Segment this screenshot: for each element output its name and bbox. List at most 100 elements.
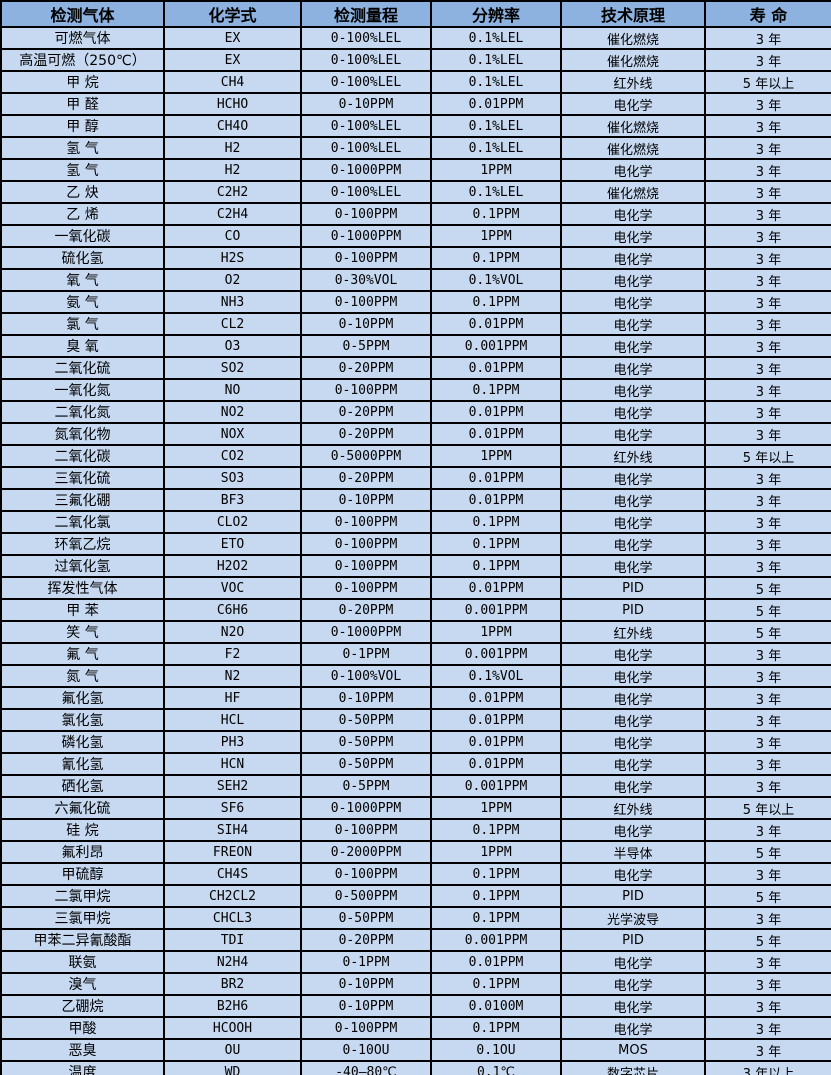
range-cell: 0-100PPM xyxy=(300,818,432,842)
formula-cell: H2O2 xyxy=(163,554,302,578)
gas-name-cell: 过氧化氢 xyxy=(0,554,165,578)
gas-name-cell: 氟化氢 xyxy=(0,686,165,710)
principle-cell: 电化学 xyxy=(560,1016,706,1040)
resolution-cell: 0.001PPM xyxy=(430,928,562,952)
principle-cell: 电化学 xyxy=(560,862,706,886)
resolution-cell: 0.1℃ xyxy=(430,1060,562,1075)
gas-name-cell: 氮 气 xyxy=(0,664,165,688)
lifespan-cell: 3 年 xyxy=(704,972,831,996)
range-cell: 0-20PPM xyxy=(300,466,432,490)
lifespan-cell: 3 年 xyxy=(704,708,831,732)
gas-name-cell: 乙 炔 xyxy=(0,180,165,204)
lifespan-cell: 3 年 xyxy=(704,92,831,116)
resolution-cell: 0.1%LEL xyxy=(430,70,562,94)
table-row: 可燃气体 EX 0-100%LEL 0.1%LEL 催化燃烧 3 年 xyxy=(0,26,831,50)
gas-name-cell: 氰化氢 xyxy=(0,752,165,776)
range-cell: 0-1000PPM xyxy=(300,796,432,820)
gas-name-cell: 硒化氢 xyxy=(0,774,165,798)
lifespan-cell: 5 年 xyxy=(704,928,831,952)
principle-cell: 电化学 xyxy=(560,708,706,732)
formula-cell: B2H6 xyxy=(163,994,302,1018)
resolution-cell: 0.01PPM xyxy=(430,950,562,974)
resolution-cell: 0.1%LEL xyxy=(430,48,562,72)
column-header: 检测气体 xyxy=(0,0,165,28)
gas-name-cell: 二氧化硫 xyxy=(0,356,165,380)
table-row: 六氟化硫 SF6 0-1000PPM 1PPM 红外线 5 年以上 xyxy=(0,796,831,820)
lifespan-cell: 3 年 xyxy=(704,554,831,578)
principle-cell: 电化学 xyxy=(560,752,706,776)
range-cell: 0-10PPM xyxy=(300,686,432,710)
gas-name-cell: 三氧化硫 xyxy=(0,466,165,490)
table-row: 乙 烯 C2H4 0-100PPM 0.1PPM 电化学 3 年 xyxy=(0,202,831,226)
resolution-cell: 0.01PPM xyxy=(430,752,562,776)
resolution-cell: 1PPM xyxy=(430,620,562,644)
gas-name-cell: 三氟化硼 xyxy=(0,488,165,512)
table-row: 恶臭 OU 0-10OU 0.1OU MOS 3 年 xyxy=(0,1038,831,1062)
formula-cell: VOC xyxy=(163,576,302,600)
lifespan-cell: 3 年 xyxy=(704,422,831,446)
table-row: 氮 气 N2 0-100%VOL 0.1%VOL 电化学 3 年 xyxy=(0,664,831,688)
resolution-cell: 0.001PPM xyxy=(430,598,562,622)
lifespan-cell: 3 年 xyxy=(704,774,831,798)
gas-name-cell: 甲酸 xyxy=(0,1016,165,1040)
resolution-cell: 0.01PPM xyxy=(430,400,562,424)
formula-cell: NO2 xyxy=(163,400,302,424)
table-row: 甲硫醇 CH4S 0-100PPM 0.1PPM 电化学 3 年 xyxy=(0,862,831,886)
resolution-cell: 0.1OU xyxy=(430,1038,562,1062)
formula-cell: BR2 xyxy=(163,972,302,996)
table-row: 溴气 BR2 0-10PPM 0.1PPM 电化学 3 年 xyxy=(0,972,831,996)
table-row: 硅 烷 SIH4 0-100PPM 0.1PPM 电化学 3 年 xyxy=(0,818,831,842)
principle-cell: 电化学 xyxy=(560,554,706,578)
table-row: 氟利昂 FREON 0-2000PPM 1PPM 半导体 5 年 xyxy=(0,840,831,864)
gas-name-cell: 硫化氢 xyxy=(0,246,165,270)
resolution-cell: 0.01PPM xyxy=(430,730,562,754)
formula-cell: NO xyxy=(163,378,302,402)
range-cell: 0-20PPM xyxy=(300,422,432,446)
gas-name-cell: 二氧化碳 xyxy=(0,444,165,468)
principle-cell: 半导体 xyxy=(560,840,706,864)
lifespan-cell: 3 年 xyxy=(704,686,831,710)
lifespan-cell: 5 年以上 xyxy=(704,70,831,94)
resolution-cell: 0.1PPM xyxy=(430,246,562,270)
range-cell: 0-30%VOL xyxy=(300,268,432,292)
formula-cell: OU xyxy=(163,1038,302,1062)
range-cell: 0-100PPM xyxy=(300,862,432,886)
resolution-cell: 0.01PPM xyxy=(430,312,562,336)
table-row: 挥发性气体 VOC 0-100PPM 0.01PPM PID 5 年 xyxy=(0,576,831,600)
lifespan-cell: 3 年 xyxy=(704,356,831,380)
formula-cell: EX xyxy=(163,26,302,50)
formula-cell: NH3 xyxy=(163,290,302,314)
table-row: 磷化氢 PH3 0-50PPM 0.01PPM 电化学 3 年 xyxy=(0,730,831,754)
table-row: 乙硼烷 B2H6 0-10PPM 0.0100M 电化学 3 年 xyxy=(0,994,831,1018)
gas-name-cell: 乙硼烷 xyxy=(0,994,165,1018)
formula-cell: CL2 xyxy=(163,312,302,336)
column-header: 寿 命 xyxy=(704,0,831,28)
range-cell: 0-2000PPM xyxy=(300,840,432,864)
formula-cell: SO2 xyxy=(163,356,302,380)
lifespan-cell: 5 年以上 xyxy=(704,796,831,820)
table-row: 甲酸 HCOOH 0-100PPM 0.1PPM 电化学 3 年 xyxy=(0,1016,831,1040)
principle-cell: 电化学 xyxy=(560,224,706,248)
formula-cell: HCL xyxy=(163,708,302,732)
lifespan-cell: 3 年 xyxy=(704,26,831,50)
principle-cell: 催化燃烧 xyxy=(560,48,706,72)
resolution-cell: 0.1%LEL xyxy=(430,26,562,50)
table-row: 甲 苯 C6H6 0-20PPM 0.001PPM PID 5 年 xyxy=(0,598,831,622)
table-row: 二氯甲烷 CH2CL2 0-500PPM 0.1PPM PID 5 年 xyxy=(0,884,831,908)
range-cell: 0-10PPM xyxy=(300,312,432,336)
lifespan-cell: 3 年 xyxy=(704,466,831,490)
range-cell: 0-100%LEL xyxy=(300,136,432,160)
formula-cell: F2 xyxy=(163,642,302,666)
range-cell: 0-100%LEL xyxy=(300,70,432,94)
range-cell: -40—80℃ xyxy=(300,1060,432,1075)
lifespan-cell: 3 年 xyxy=(704,48,831,72)
formula-cell: CH4 xyxy=(163,70,302,94)
formula-cell: SF6 xyxy=(163,796,302,820)
lifespan-cell: 3 年 xyxy=(704,290,831,314)
lifespan-cell: 3 年 xyxy=(704,642,831,666)
table-row: 臭 氧 O3 0-5PPM 0.001PPM 电化学 3 年 xyxy=(0,334,831,358)
table-row: 氯 气 CL2 0-10PPM 0.01PPM 电化学 3 年 xyxy=(0,312,831,336)
lifespan-cell: 5 年以上 xyxy=(704,444,831,468)
